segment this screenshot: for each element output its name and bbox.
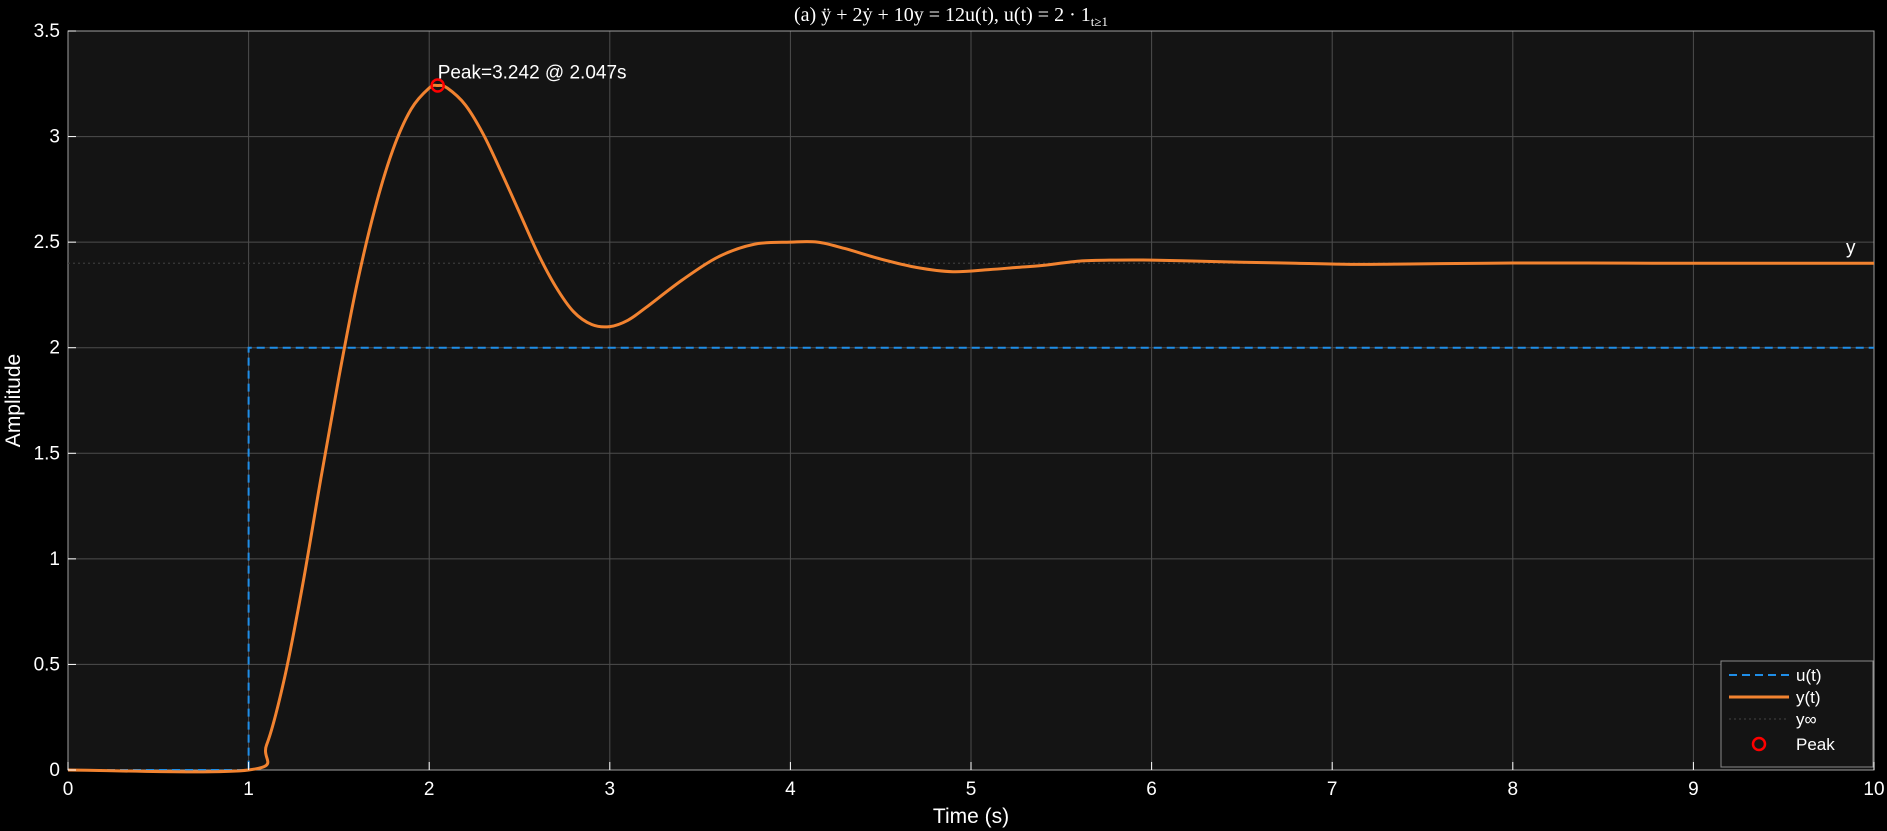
legend-peak-swatch <box>1751 736 1767 752</box>
legend-box <box>1720 660 1874 768</box>
x-tick-label: 7 <box>1327 779 1338 800</box>
legend-u-label: u(t) <box>1796 666 1822 685</box>
legend-yinf-label: y∞ <box>1796 710 1817 729</box>
legend: u(t) y(t) y∞ Peak <box>1720 660 1874 768</box>
peak-annotation: Peak=3.242 @ 2.047s <box>438 62 627 83</box>
y-tick-label: 3.5 <box>34 21 60 42</box>
plot-area <box>67 78 1874 774</box>
x-axis-label: Time (s) <box>933 805 1009 828</box>
peak-marker <box>430 78 445 93</box>
series-y-line <box>67 83 1874 774</box>
y-tick-label: 0 <box>49 760 60 781</box>
x-tick-label: 1 <box>243 779 254 800</box>
chart-title-subscript: t≥1 <box>1091 14 1108 29</box>
x-tick-label: 9 <box>1688 779 1699 800</box>
y-tick-label: 2.5 <box>34 232 60 253</box>
legend-peak-label: Peak <box>1796 735 1835 754</box>
legend-y-label: y(t) <box>1796 688 1821 707</box>
y-tick-label: 2 <box>49 338 60 359</box>
y-tick-label: 1.5 <box>34 443 60 464</box>
x-tick-label: 3 <box>605 779 616 800</box>
y-tick-label: 1 <box>49 549 60 570</box>
y-axis-label: Amplitude <box>2 354 25 447</box>
chart-title-main: (a) ÿ + 2ẏ + 10y = 12u(t), u(t) = 2 · 1 <box>794 4 1091 26</box>
x-tick-label: 5 <box>966 779 977 800</box>
x-tick-label: 8 <box>1508 779 1519 800</box>
series-u-line <box>68 346 1874 771</box>
y-tick-label: 0.5 <box>34 654 60 675</box>
x-tick-label: 4 <box>785 779 796 800</box>
x-tick-label: 10 <box>1863 779 1884 800</box>
x-tick-label: 2 <box>424 779 435 800</box>
x-tick-label: 0 <box>63 779 74 800</box>
y-infinity-annotation: y <box>1846 237 1856 258</box>
y-tick-label: 3 <box>49 127 60 148</box>
x-tick-label: 6 <box>1146 779 1157 800</box>
chart-title: (a) ÿ + 2ẏ + 10y = 12u(t), u(t) = 2 · 1t… <box>794 4 1108 29</box>
tick-labels: 0 1 2 3 4 5 6 7 8 9 10 0 0.5 1 1.5 2 2.5 3 3.5 <box>34 21 1885 800</box>
